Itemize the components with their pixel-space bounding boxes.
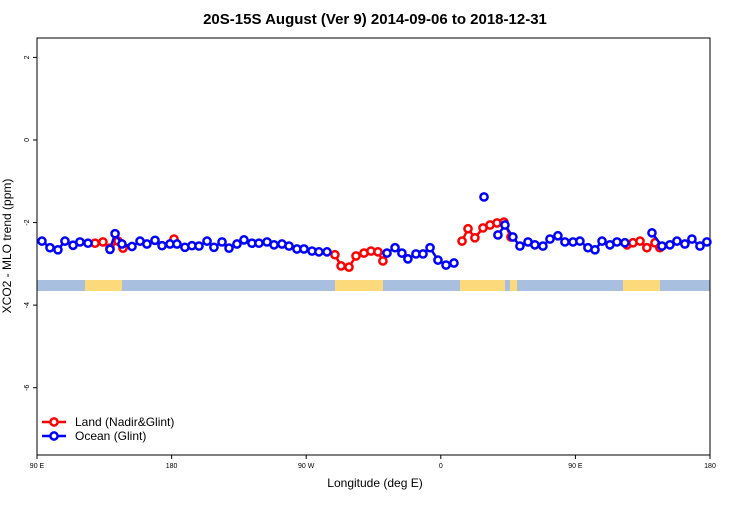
data-point	[83, 238, 93, 249]
land-mask-strip	[37, 280, 710, 291]
data-point	[647, 228, 657, 238]
data-point	[157, 240, 167, 251]
data-point	[390, 242, 400, 253]
data-point	[612, 237, 622, 247]
data-point	[284, 241, 294, 251]
data-point	[194, 241, 204, 251]
y-tick-label: 2	[24, 55, 31, 59]
legend-label: Ocean (Glint)	[75, 429, 146, 443]
data-point	[127, 241, 137, 252]
y-tick-label: 0	[24, 138, 31, 142]
data-point	[351, 251, 361, 261]
land-strip	[510, 280, 517, 291]
data-point	[545, 234, 555, 244]
data-point	[449, 258, 459, 268]
chart-title: 20S-15S August (Ver 9) 2014-09-06 to 201…	[203, 11, 547, 28]
x-tick-label: 90 W	[298, 463, 315, 470]
x-tick-label: 90 E	[568, 463, 583, 470]
data-point	[269, 239, 279, 250]
data-point	[530, 239, 540, 250]
data-point	[60, 236, 70, 246]
legend-marker	[49, 417, 59, 427]
data-point	[680, 239, 690, 249]
data-point	[687, 234, 697, 244]
data-point	[500, 220, 510, 230]
data-point	[330, 249, 340, 260]
data-point	[515, 241, 525, 251]
data-point	[314, 247, 324, 257]
data-point	[672, 236, 682, 246]
data-point	[397, 248, 407, 258]
data-point	[336, 261, 346, 271]
data-point	[224, 243, 234, 254]
data-point	[418, 249, 428, 259]
land-strip	[460, 280, 505, 291]
data-point	[695, 241, 705, 251]
land-strip	[85, 280, 122, 291]
data-point	[98, 237, 108, 247]
data-point	[702, 237, 712, 247]
data-point	[553, 230, 563, 241]
data-point	[299, 244, 309, 254]
x-tick-label: 180	[704, 463, 716, 470]
data-point	[117, 239, 127, 249]
data-point	[457, 236, 467, 246]
data-point	[575, 236, 585, 246]
data-point	[635, 236, 645, 246]
data-point	[642, 242, 652, 253]
data-point	[665, 239, 675, 250]
data-point	[254, 238, 264, 249]
data-point	[105, 244, 115, 255]
data-point	[425, 242, 435, 253]
data-point	[110, 228, 120, 239]
data-point	[433, 255, 443, 265]
data-point	[142, 239, 152, 249]
data-point	[441, 260, 451, 270]
data-point	[75, 237, 85, 247]
data-point	[657, 241, 667, 251]
legend-label: Land (Nadir&Glint)	[75, 415, 174, 429]
data-point	[209, 242, 219, 253]
data-point	[53, 244, 63, 255]
data-point	[45, 242, 55, 253]
data-point	[560, 237, 570, 247]
data-point	[620, 237, 630, 248]
data-point	[202, 236, 212, 246]
data-point	[239, 235, 249, 245]
x-axis-label: Longitude (deg E)	[327, 476, 422, 490]
x-tick-label: 0	[439, 463, 443, 470]
data-point	[493, 230, 503, 240]
data-point	[538, 241, 548, 251]
plot-frame	[36, 37, 711, 456]
data-point	[463, 223, 473, 234]
data-point	[344, 262, 354, 272]
data-point	[373, 247, 383, 257]
data-point	[403, 254, 413, 264]
data-point	[508, 232, 518, 242]
data-point	[37, 236, 47, 246]
data-point	[172, 239, 182, 249]
data-point	[590, 244, 600, 255]
x-tick-label: 90 E	[30, 463, 45, 470]
data-point	[217, 237, 227, 247]
data-point	[322, 247, 332, 257]
y-tick-label: -2	[24, 219, 31, 225]
land-strip	[623, 280, 660, 291]
x-tick-label: 180	[166, 463, 178, 470]
legend-marker	[49, 431, 59, 441]
data-point	[382, 248, 392, 258]
data-point	[470, 232, 480, 243]
data-point	[232, 239, 242, 249]
y-tick-label: -4	[24, 302, 31, 308]
data-point	[150, 235, 160, 246]
legend: Land (Nadir&Glint)Ocean (Glint)	[42, 415, 174, 443]
y-axis-label: XCO2 - MLO trend (ppm)	[0, 179, 14, 314]
data-point	[597, 236, 607, 246]
data-point	[378, 256, 388, 266]
y-tick-label: -6	[24, 384, 31, 390]
land-strip	[335, 280, 383, 291]
data-point	[479, 192, 489, 202]
